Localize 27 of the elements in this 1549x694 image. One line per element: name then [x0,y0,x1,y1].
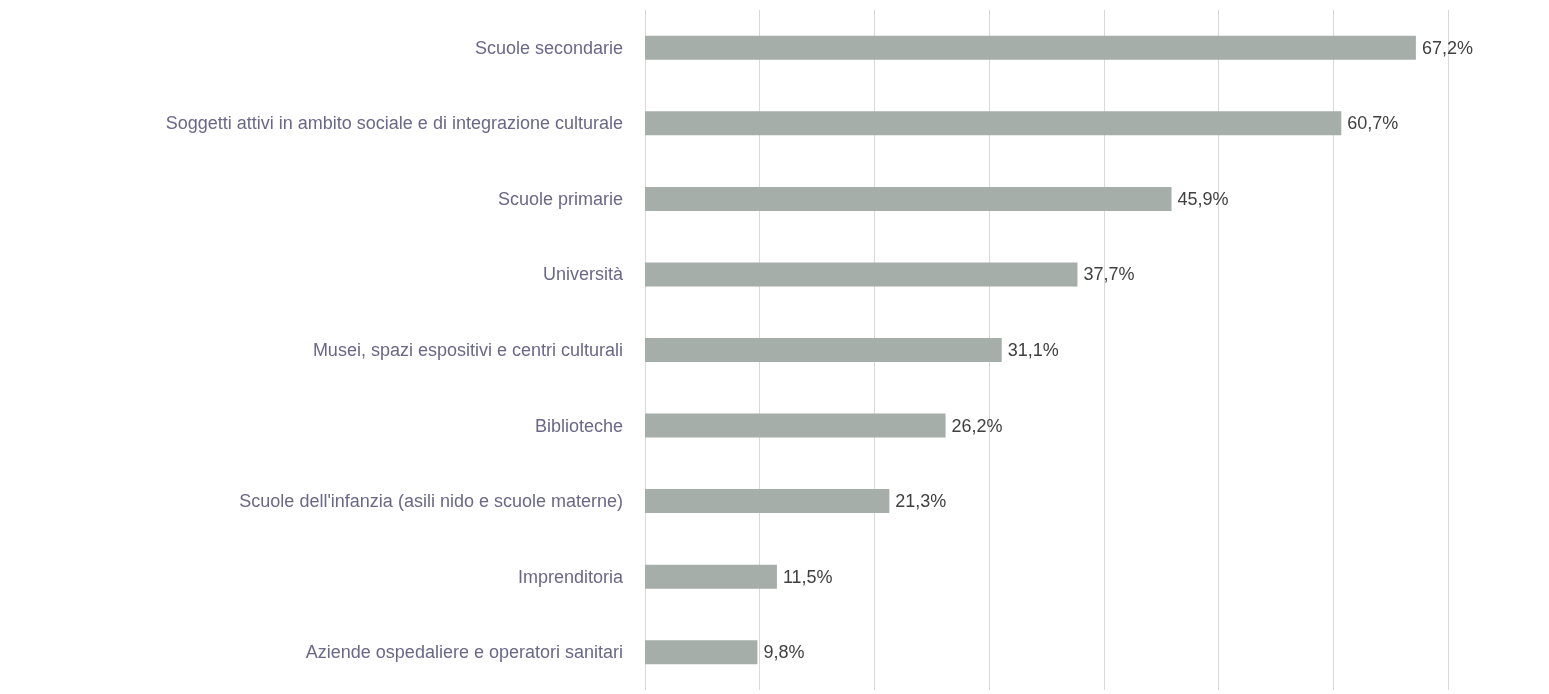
data-label: 21,3% [895,491,947,512]
y-tick-label: Musei, spazi espositivi e centri culturali [312,340,623,360]
y-tick-label: Università [542,264,624,285]
bar [645,186,1172,211]
data-label: 31,1% [1007,340,1059,360]
bar [645,564,777,589]
data-label: 37,7% [1083,264,1135,285]
data-label: 45,9% [1177,188,1229,209]
data-label: 60,7% [1347,113,1399,134]
y-tick-label: Imprenditoria [517,566,624,587]
y-tick-label: Soggetti attivi in ambito sociale e di integrazione culturale [165,113,623,134]
data-label: 9,8% [763,642,805,663]
bar [645,35,1416,60]
bar [645,489,890,514]
bar [645,640,758,665]
bar [645,413,946,438]
bar [645,338,1002,362]
y-tick-label: Biblioteche [534,415,623,436]
bar [645,111,1342,136]
y-tick-label: Aziende ospedaliere e operatori sanitari [305,642,623,663]
y-tick-label: Scuole dell'infanzia (asili nido e scuole materne) [239,491,623,512]
bar [645,262,1078,287]
y-tick-label: Scuole primarie [497,188,623,209]
y-tick-label: Scuole secondarie [474,37,623,58]
data-label: 26,2% [951,415,1003,436]
data-label: 67,2% [1421,37,1473,58]
data-label: 11,5% [782,566,833,587]
